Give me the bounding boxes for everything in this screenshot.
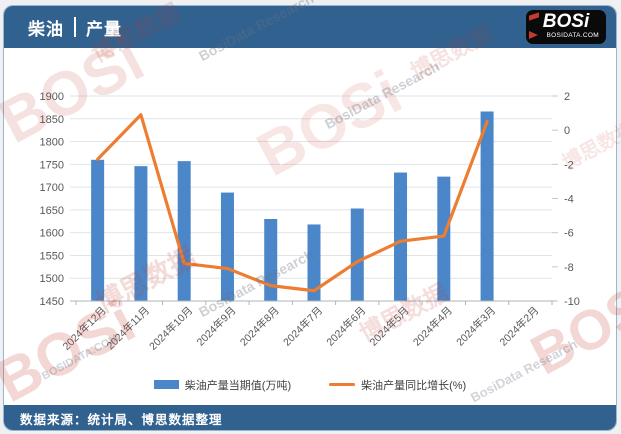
yoy-line (96, 113, 489, 293)
bar (220, 192, 234, 301)
x-axis-label: 2024年7月 (280, 304, 325, 349)
combo-chart: 1900 1850 1800 1750 1700 1650 1600 1550 1500 1450… (40, 91, 580, 353)
left-axis-label: 1650 (40, 205, 64, 217)
line-swatch-icon (329, 382, 356, 387)
title-divider (74, 17, 76, 37)
x-axis-label: 2024年11月 (104, 304, 152, 352)
right-axis-label: 2 (564, 91, 570, 103)
x-axis-label: 2024年4月 (410, 304, 455, 349)
left-axis-label: 1450 (40, 296, 64, 308)
bar (177, 161, 191, 301)
left-axis-label: 1500 (40, 273, 64, 285)
logo-domain: BOSIDATA.COM (546, 32, 599, 39)
right-axis-label: -10 (564, 296, 580, 308)
bar (264, 219, 278, 301)
right-axis-label: -6 (564, 228, 574, 240)
x-axis-label: 2024年12月 (60, 304, 109, 353)
legend-item-line: 柴油产量同比增长(%) (329, 377, 466, 393)
x-axis-label: 2024年2月 (497, 304, 542, 349)
legend-label-line: 柴油产量同比增长(%) (361, 379, 467, 392)
bar (437, 176, 451, 301)
report-card: 柴油 产量 BOSi BOSIDATA.COM 1900 1850 1800 1750… (3, 5, 617, 431)
left-axis-label: 1800 (40, 137, 64, 149)
x-axis-label: 2024年5月 (367, 304, 412, 349)
legend-item-bar: 柴油产量当期值(万吨) (153, 377, 292, 393)
left-axis-label: 1700 (40, 182, 64, 194)
bar (394, 172, 408, 301)
right-axis-label: 0 (564, 125, 570, 137)
left-axis-label: 1900 (40, 91, 64, 103)
bar (480, 111, 494, 301)
data-source-text: 数据来源：统计局、博思数据整理 (20, 413, 223, 427)
logo-wordmark: BOSi (542, 11, 590, 32)
bar (134, 166, 148, 301)
chart-legend: 柴油产量当期值(万吨) 柴油产量同比增长(%) (4, 364, 616, 405)
x-axis-label: 2024年10月 (146, 304, 195, 353)
right-axis-label: -2 (564, 159, 574, 171)
x-axis-label: 2024年8月 (237, 304, 282, 349)
page-title: 柴油 产量 (28, 15, 122, 40)
left-axis-label: 1750 (40, 159, 64, 171)
bar (350, 208, 364, 301)
left-axis-label: 1600 (40, 228, 64, 240)
bar-swatch-icon (153, 380, 179, 389)
bar (307, 224, 321, 301)
right-axis-label: -8 (564, 262, 574, 274)
x-axis-label: 2024年6月 (324, 304, 369, 349)
chart-area: 1900 1850 1800 1750 1700 1650 1600 1550 1500 1450… (4, 48, 616, 405)
left-axis-label: 1850 (40, 114, 64, 126)
title-right: 产量 (86, 19, 122, 39)
right-axis-label: -4 (564, 194, 574, 206)
bar (91, 159, 105, 301)
legend-label-bar: 柴油产量当期值(万吨) (184, 379, 292, 392)
report-footer: 数据来源：统计局、博思数据整理 (4, 405, 616, 430)
bosi-logo: BOSi BOSIDATA.COM (526, 10, 606, 44)
left-axis-label: 1550 (40, 250, 64, 262)
x-axis-label: 2024年9月 (194, 304, 239, 349)
report-header: 柴油 产量 BOSi BOSIDATA.COM (4, 6, 616, 48)
x-axis-label: 2024年3月 (454, 304, 499, 349)
title-left: 柴油 (28, 19, 64, 39)
